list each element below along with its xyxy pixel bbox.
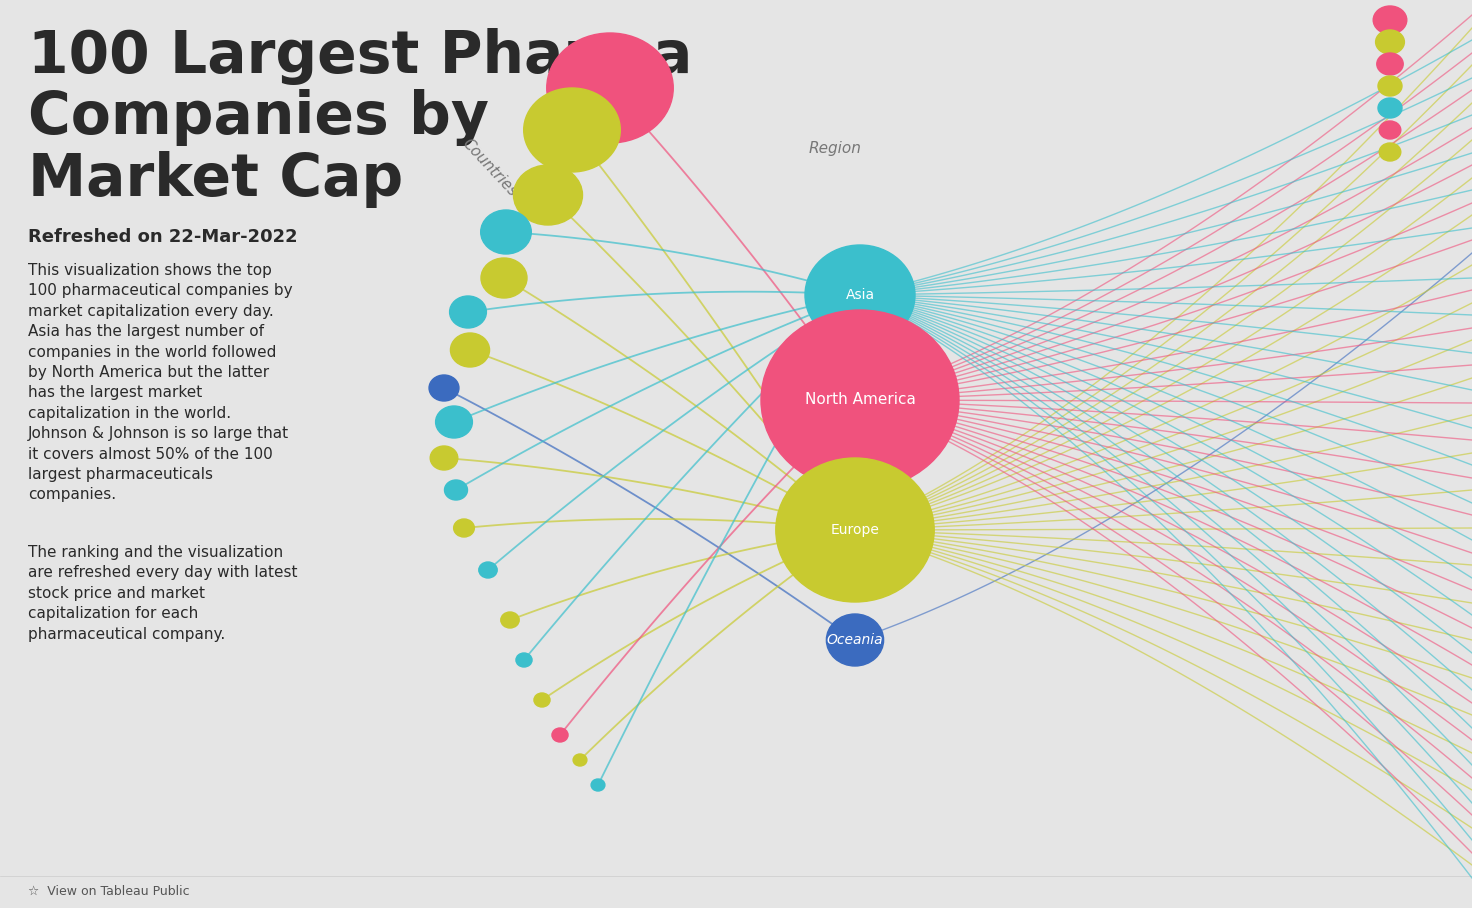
Ellipse shape <box>1376 53 1403 75</box>
Ellipse shape <box>445 480 468 500</box>
Ellipse shape <box>573 754 587 766</box>
Ellipse shape <box>436 406 473 438</box>
Ellipse shape <box>449 296 486 328</box>
Ellipse shape <box>450 333 490 367</box>
Ellipse shape <box>805 245 916 345</box>
Text: The ranking and the visualization
are refreshed every day with latest
stock pric: The ranking and the visualization are re… <box>28 545 297 642</box>
Text: Countries: Countries <box>459 136 521 200</box>
Ellipse shape <box>534 693 551 707</box>
Ellipse shape <box>761 310 958 490</box>
Ellipse shape <box>592 779 605 791</box>
Ellipse shape <box>453 519 474 537</box>
Ellipse shape <box>552 728 568 742</box>
Ellipse shape <box>524 88 620 172</box>
Text: 100 Largest Pharma
Companies by
Market Cap: 100 Largest Pharma Companies by Market C… <box>28 28 692 208</box>
Ellipse shape <box>478 562 498 578</box>
Ellipse shape <box>500 612 520 628</box>
Ellipse shape <box>481 210 531 254</box>
Ellipse shape <box>1373 6 1407 34</box>
Ellipse shape <box>481 258 527 298</box>
Ellipse shape <box>1376 30 1404 54</box>
Text: Refreshed on 22-Mar-2022: Refreshed on 22-Mar-2022 <box>28 228 297 246</box>
Text: ☆  View on Tableau Public: ☆ View on Tableau Public <box>28 885 190 898</box>
Ellipse shape <box>1378 76 1401 96</box>
Ellipse shape <box>1379 121 1401 139</box>
Text: Oceania: Oceania <box>827 633 883 647</box>
Ellipse shape <box>428 375 459 401</box>
Ellipse shape <box>514 165 583 225</box>
Text: North America: North America <box>805 392 916 408</box>
Ellipse shape <box>826 614 883 666</box>
Text: Europe: Europe <box>830 523 879 537</box>
Ellipse shape <box>1379 143 1401 161</box>
Ellipse shape <box>517 653 531 667</box>
Text: Region: Region <box>808 141 861 155</box>
Ellipse shape <box>546 33 673 143</box>
Ellipse shape <box>1378 98 1401 118</box>
Text: This visualization shows the top
100 pharmaceutical companies by
market capitali: This visualization shows the top 100 pha… <box>28 263 293 502</box>
Text: Asia: Asia <box>845 288 874 302</box>
Ellipse shape <box>776 458 935 602</box>
Ellipse shape <box>430 446 458 470</box>
